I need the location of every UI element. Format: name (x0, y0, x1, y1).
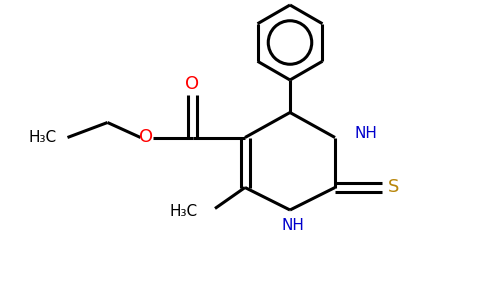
Text: H₃C: H₃C (169, 203, 197, 218)
Text: NH: NH (281, 218, 304, 232)
Text: O: O (185, 75, 199, 93)
Text: O: O (139, 128, 153, 146)
Text: S: S (388, 178, 399, 196)
Text: H₃C: H₃C (29, 130, 57, 145)
Text: NH: NH (354, 126, 377, 141)
